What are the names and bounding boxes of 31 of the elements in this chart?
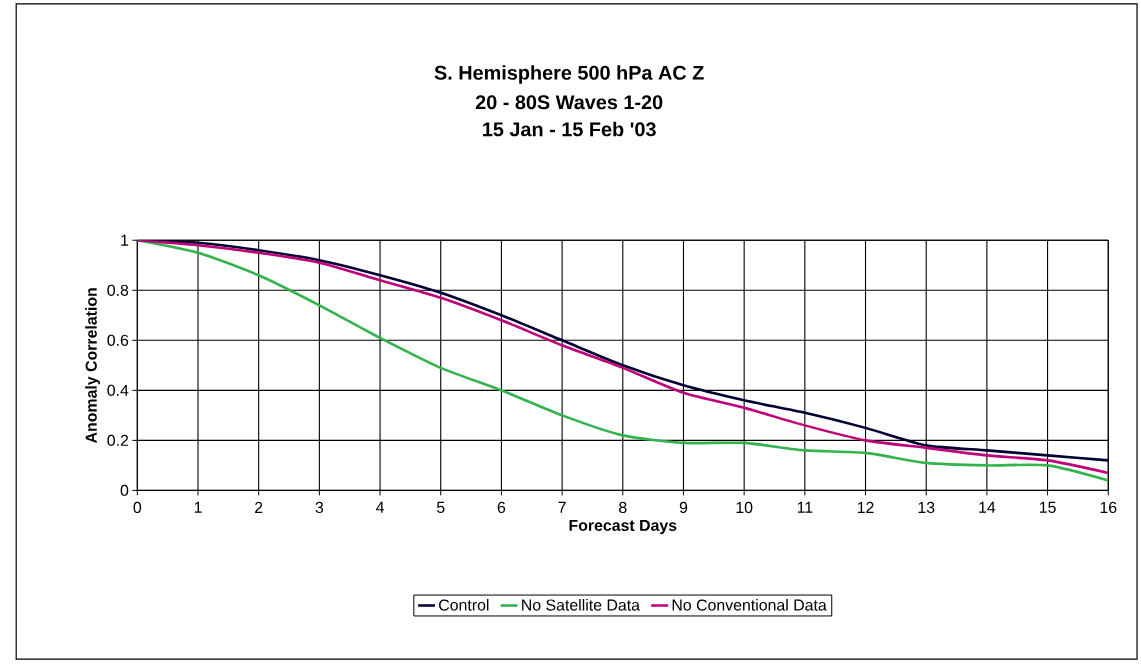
y-tick-label: 0.2 bbox=[107, 434, 129, 446]
x-tick-label: 11 bbox=[797, 501, 813, 513]
x-tick-label: 3 bbox=[315, 501, 324, 514]
x-tick-label: 9 bbox=[679, 501, 688, 514]
y-tick-label: 1 bbox=[121, 234, 129, 246]
x-tick-label: 15 bbox=[1039, 501, 1056, 513]
text: 15 Jan - 15 Feb '03 bbox=[483, 121, 656, 137]
x-tick-label: 5 bbox=[436, 501, 445, 513]
x-tick-label: 14 bbox=[979, 501, 996, 513]
x-tick-label: 7 bbox=[558, 501, 566, 513]
x-axis-title: Forecast Days bbox=[569, 519, 677, 535]
x-tick-label: 1 bbox=[194, 501, 202, 513]
x-tick-label: 10 bbox=[736, 501, 753, 514]
x-tick-label: 6 bbox=[497, 501, 506, 514]
chart-title: S. Hemisphere 500 hPa AC Z bbox=[434, 65, 704, 84]
x-tick-label: 4 bbox=[376, 501, 385, 513]
y-axis-title: Anomaly Correlation bbox=[85, 288, 100, 443]
y-tick-label: 0 bbox=[120, 484, 129, 496]
x-tick-label: 16 bbox=[1100, 501, 1117, 514]
x-tick-label: 8 bbox=[619, 501, 627, 514]
x-tick-label: 13 bbox=[918, 501, 935, 514]
legend-label: Control bbox=[439, 598, 489, 611]
x-tick-label: 2 bbox=[255, 501, 263, 513]
y-tick-label: 0.6 bbox=[107, 334, 129, 346]
legend-label: No Conventional Data bbox=[672, 598, 827, 611]
y-tick-label: 0.4 bbox=[107, 384, 129, 396]
legend-label: No Satellite Data bbox=[522, 598, 640, 611]
x-tick-label: 12 bbox=[857, 501, 874, 513]
y-tick-label: 0.8 bbox=[107, 284, 129, 296]
x-tick-label: 0 bbox=[133, 501, 142, 514]
chart-subtitle: 20 - 80S Waves 1-20 bbox=[475, 95, 663, 110]
